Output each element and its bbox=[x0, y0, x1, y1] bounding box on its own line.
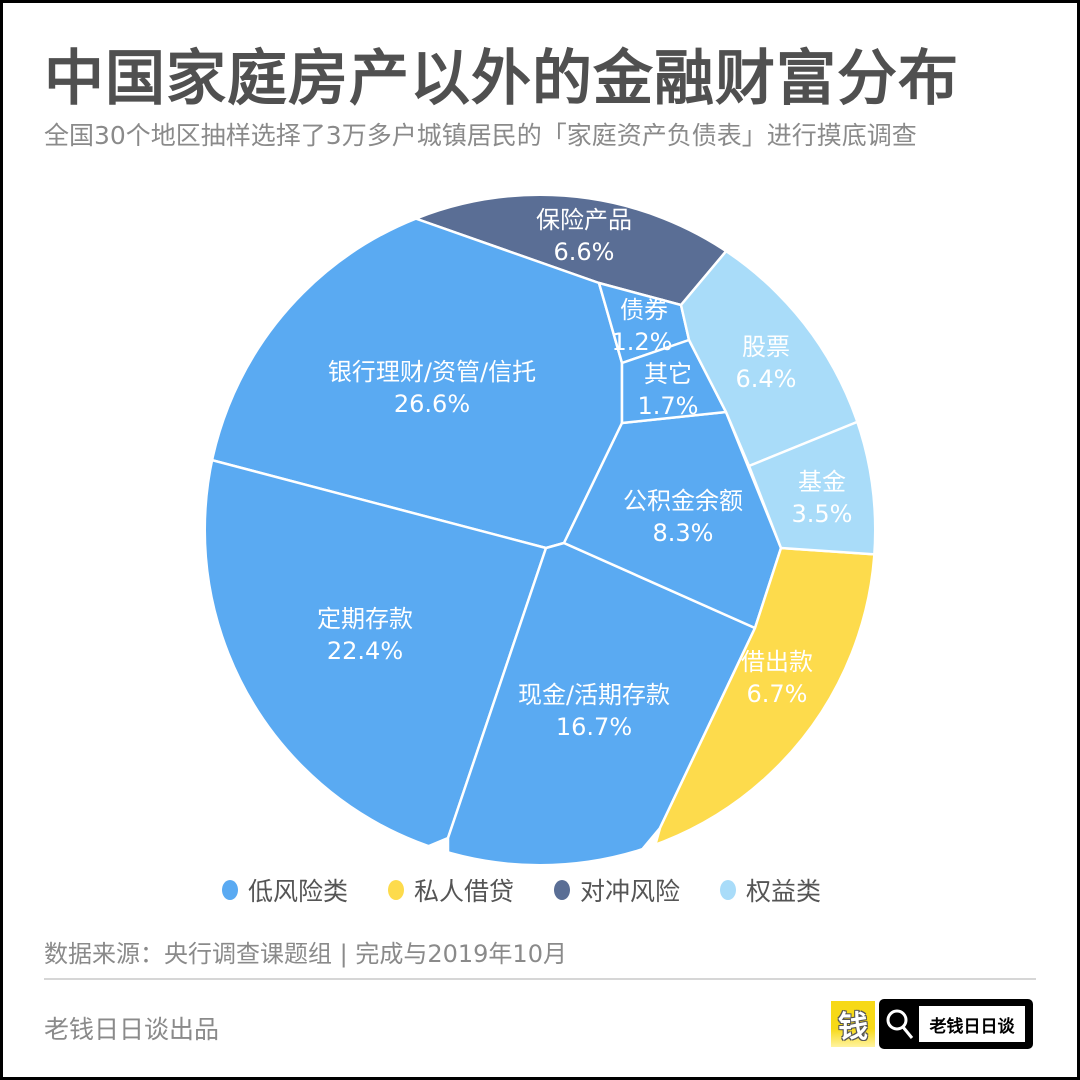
label-hpf-name: 公积金余额 bbox=[623, 487, 743, 515]
legend-dot-icon bbox=[222, 880, 238, 900]
legend-dot-icon bbox=[554, 880, 571, 900]
legend-item-low-risk[interactable]: 低风险类 bbox=[222, 872, 348, 908]
legend-label: 低风险类 bbox=[248, 877, 349, 906]
chart-title: 中国家庭房产以外的金融财富分布 bbox=[44, 44, 959, 114]
legend-label: 私人借贷 bbox=[414, 877, 515, 906]
label-cash-name: 现金/活期存款 bbox=[518, 681, 670, 709]
search-icon bbox=[886, 1009, 914, 1039]
search-badge: 老钱日日谈 bbox=[879, 999, 1033, 1049]
label-lending-value: 6.7% bbox=[747, 680, 808, 708]
label-funds-name: 基金 bbox=[798, 468, 846, 496]
brand-logo: 钱 bbox=[831, 1001, 875, 1047]
label-bank-wm-name: 银行理财/资管/信托 bbox=[328, 358, 536, 386]
legend-dot-icon bbox=[388, 880, 405, 900]
label-lending-name: 借出款 bbox=[741, 648, 813, 676]
data-source: 数据来源：央行调查课题组 | 完成与2019年10月 bbox=[44, 940, 567, 968]
label-insurance-value: 6.6% bbox=[554, 238, 615, 266]
label-other-value: 1.7% bbox=[638, 392, 699, 420]
label-bank-wm-value: 26.6% bbox=[394, 390, 470, 418]
segment-funds[interactable] bbox=[747, 408, 900, 558]
chart-legend: 低风险类 私人借贷 对冲风险 权益类 bbox=[222, 872, 821, 908]
label-other-name: 其它 bbox=[644, 360, 692, 388]
legend-label: 权益类 bbox=[746, 877, 822, 906]
footer-divider bbox=[44, 978, 1036, 980]
label-stocks-value: 6.4% bbox=[736, 365, 797, 393]
label-term-deposit-value: 22.4% bbox=[327, 637, 403, 665]
legend-item-private-lending[interactable]: 私人借贷 bbox=[388, 872, 514, 908]
legend-item-equity[interactable]: 权益类 bbox=[720, 872, 821, 908]
label-bonds-value: 1.2% bbox=[612, 328, 673, 356]
legend-item-hedge[interactable]: 对冲风险 bbox=[554, 872, 680, 908]
label-cash-value: 16.7% bbox=[556, 713, 632, 741]
label-stocks-name: 股票 bbox=[742, 333, 790, 361]
label-hpf-value: 8.3% bbox=[653, 519, 714, 547]
label-funds-value: 3.5% bbox=[792, 500, 853, 528]
label-bonds-name: 债券 bbox=[620, 296, 668, 324]
label-term-deposit-name: 定期存款 bbox=[317, 605, 413, 633]
legend-dot-icon bbox=[720, 880, 737, 900]
chart-subtitle: 全国30个地区抽样选择了3万多户城镇居民的「家庭资产负债表」进行摸底调查 bbox=[44, 121, 917, 150]
search-text: 老钱日日谈 bbox=[919, 1006, 1025, 1042]
label-insurance-name: 保险产品 bbox=[536, 206, 632, 234]
legend-label: 对冲风险 bbox=[580, 877, 681, 906]
producer-credit: 老钱日日谈出品 bbox=[44, 1015, 220, 1044]
